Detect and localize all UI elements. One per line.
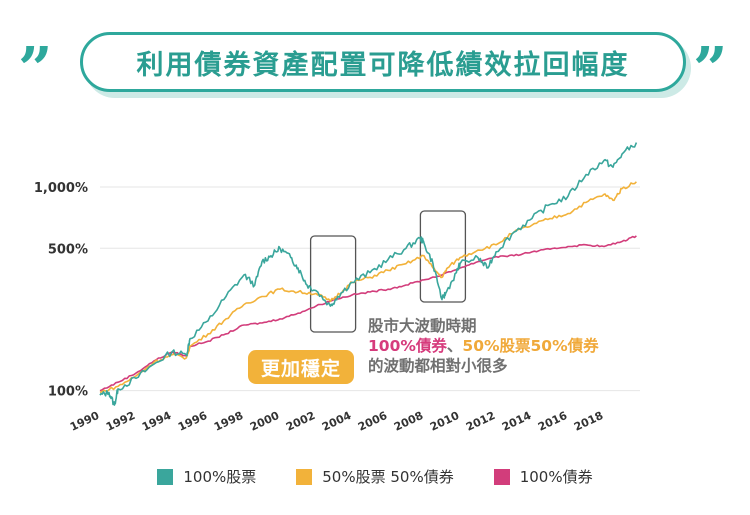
y-tick-label: 100% (48, 385, 88, 400)
x-tick-label: 1998 (212, 409, 245, 434)
x-tick-label: 2006 (356, 409, 390, 434)
legend-swatch-bond (493, 468, 510, 485)
highlight-box (309, 235, 357, 333)
chart-title: 利用債券資產配置可降低績效拉回幅度 (80, 32, 686, 92)
y-tick-label: 500% (48, 242, 88, 257)
y-tick-labels: 100% 500% 1,000% (34, 181, 88, 400)
y-tick-label: 1,000% (34, 181, 88, 196)
x-tick-label: 2012 (464, 409, 497, 434)
series-line-mix (99, 181, 637, 394)
legend-label-stock: 100%股票 (183, 468, 257, 486)
x-tick-label: 2018 (572, 409, 605, 434)
legend-item-mix: 50%股票 50%債券 (296, 466, 454, 487)
annotation-text: 股市大波動時期 100%債券、50%股票50%債券 的波動都相對小很多 (368, 316, 599, 376)
x-tick-label: 1996 (176, 409, 210, 434)
x-tick-label: 2008 (392, 409, 425, 434)
legend-item-bond: 100%債券 (493, 466, 593, 487)
legend-item-stock: 100%股票 (157, 466, 256, 487)
legend-swatch-stock (157, 468, 174, 485)
annotation-line-1: 股市大波動時期 (368, 317, 477, 335)
highlight-boxes (309, 210, 467, 333)
legend: 100%股票 50%股票 50%債券 100%債券 (0, 466, 750, 487)
x-tick-label: 2000 (248, 409, 282, 434)
series-line-stock (99, 142, 638, 406)
stability-badge: 更加穩定 (248, 350, 354, 384)
legend-label-bond: 100%債券 (519, 468, 593, 486)
right-quote-icon: ” (693, 35, 728, 105)
x-tick-label: 2014 (500, 409, 534, 434)
grid-lines (100, 186, 640, 392)
x-tick-label: 2004 (320, 409, 354, 434)
annotation-mix-label: 50%股票50%債券 (462, 337, 599, 355)
x-tick-label: 2002 (284, 409, 317, 434)
x-tick-label: 1992 (104, 409, 137, 434)
x-tick-labels: 1990 1992 1994 1996 1998 2000 2002 2004 2006 2008… (68, 409, 605, 434)
annotation-line-2: 100%債券、50%股票50%債券 (368, 336, 599, 356)
legend-swatch-mix (296, 468, 313, 485)
x-tick-label: 1990 (68, 409, 102, 434)
highlight-box (419, 210, 467, 303)
annotation-separator: 、 (446, 337, 463, 355)
left-quote-icon: ” (18, 35, 53, 105)
x-tick-label: 2010 (428, 409, 462, 434)
legend-label-mix: 50%股票 50%債券 (322, 468, 454, 486)
annotation-bond-label: 100%債券 (368, 337, 447, 355)
annotation-line-3: 的波動都相對小很多 (368, 357, 508, 375)
x-tick-label: 1994 (140, 409, 174, 434)
series-lines (99, 142, 638, 406)
x-tick-label: 2016 (536, 409, 570, 434)
